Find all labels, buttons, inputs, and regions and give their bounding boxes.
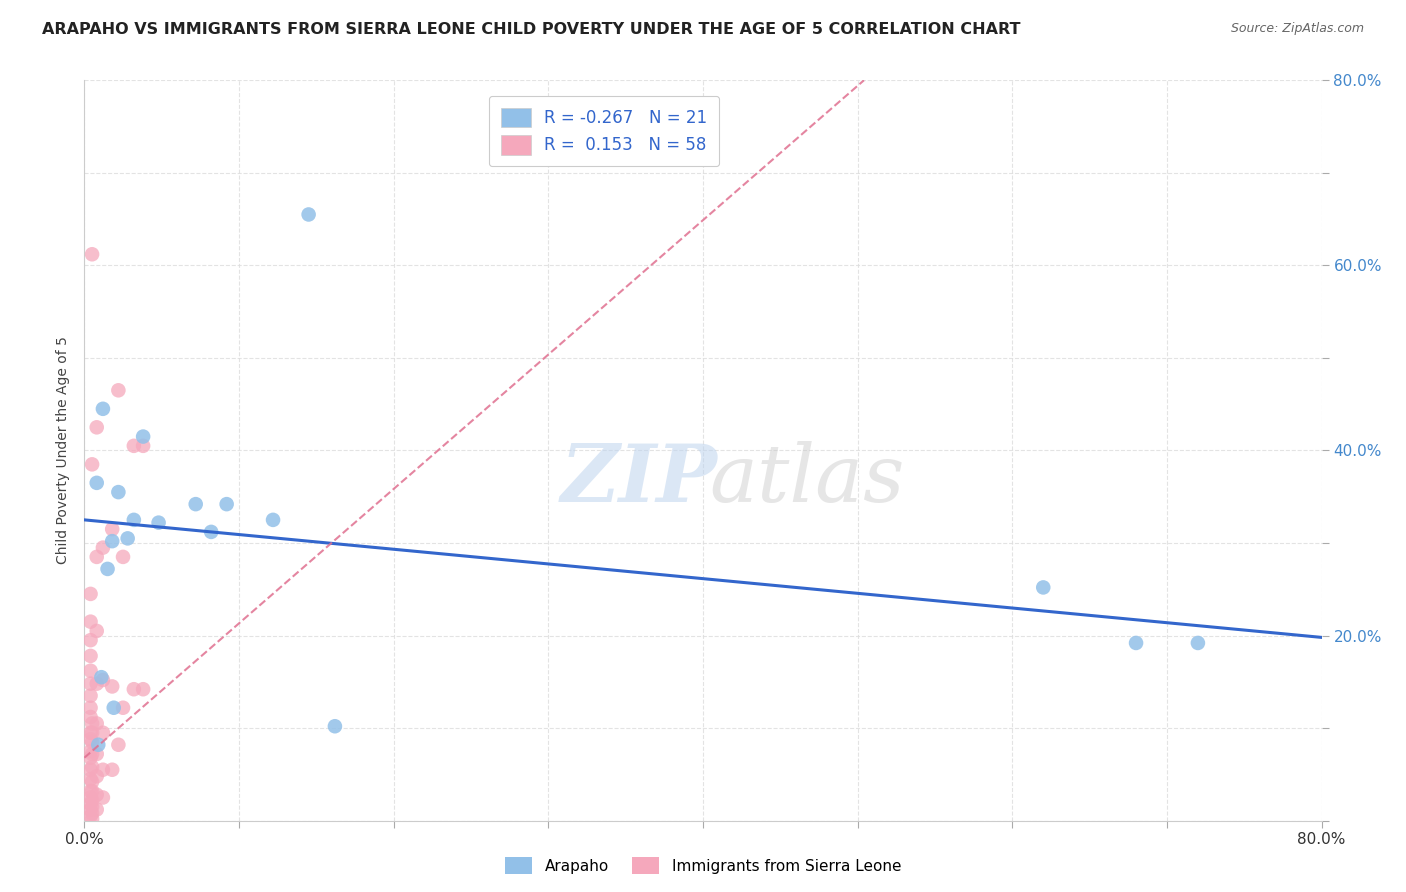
Point	[101, 534, 124, 549]
Point	[91, 763, 114, 777]
Point	[91, 790, 114, 805]
Point	[91, 401, 114, 416]
Point	[79, 587, 101, 601]
Text: atlas: atlas	[709, 442, 904, 519]
Point	[79, 689, 101, 703]
Point	[132, 682, 155, 697]
Point	[82, 716, 104, 731]
Point	[82, 793, 104, 807]
Y-axis label: Child Poverty Under the Age of 5: Child Poverty Under the Age of 5	[56, 336, 70, 565]
Point	[297, 207, 319, 221]
Point	[91, 673, 114, 687]
Point	[86, 475, 108, 490]
Point	[82, 760, 104, 774]
Point	[122, 513, 145, 527]
Text: ARAPAHO VS IMMIGRANTS FROM SIERRA LEONE CHILD POVERTY UNDER THE AGE OF 5 CORRELA: ARAPAHO VS IMMIGRANTS FROM SIERRA LEONE …	[42, 22, 1021, 37]
Point	[200, 524, 222, 539]
Point	[91, 541, 114, 555]
Point	[79, 700, 101, 714]
Point	[1032, 581, 1054, 595]
Point	[262, 513, 284, 527]
Point	[82, 735, 104, 749]
Legend: Arapaho, Immigrants from Sierra Leone: Arapaho, Immigrants from Sierra Leone	[499, 851, 907, 880]
Point	[117, 532, 139, 546]
Point	[79, 744, 101, 758]
Point	[82, 725, 104, 739]
Point	[122, 682, 145, 697]
Point	[107, 738, 129, 752]
Point	[82, 812, 104, 826]
Legend: R = -0.267   N = 21, R =  0.153   N = 58: R = -0.267 N = 21, R = 0.153 N = 58	[489, 96, 718, 166]
Point	[132, 429, 155, 443]
Point	[79, 725, 101, 739]
Point	[323, 719, 346, 733]
Point	[86, 803, 108, 817]
Point	[103, 700, 125, 714]
Point	[86, 420, 108, 434]
Point	[91, 725, 114, 739]
Text: Source: ZipAtlas.com: Source: ZipAtlas.com	[1230, 22, 1364, 36]
Point	[79, 615, 101, 629]
Point	[79, 648, 101, 663]
Point	[101, 522, 124, 536]
Point	[79, 664, 101, 678]
Point	[101, 763, 124, 777]
Point	[96, 562, 118, 576]
Point	[86, 624, 108, 638]
Point	[79, 790, 101, 805]
Point	[79, 809, 101, 823]
Point	[82, 799, 104, 814]
Point	[79, 710, 101, 724]
Point	[86, 549, 108, 564]
Point	[79, 676, 101, 690]
Point	[79, 803, 101, 817]
Point	[86, 769, 108, 783]
Point	[79, 750, 101, 764]
Point	[107, 384, 129, 398]
Point	[79, 732, 101, 747]
Point	[82, 806, 104, 821]
Point	[79, 633, 101, 648]
Point	[112, 549, 135, 564]
Point	[132, 439, 155, 453]
Point	[79, 772, 101, 786]
Point	[79, 784, 101, 798]
Point	[79, 797, 101, 811]
Point	[122, 439, 145, 453]
Point	[148, 516, 170, 530]
Point	[82, 774, 104, 789]
Point	[112, 700, 135, 714]
Text: ZIP: ZIP	[561, 442, 717, 519]
Point	[184, 497, 207, 511]
Point	[87, 738, 110, 752]
Point	[1187, 636, 1209, 650]
Point	[82, 784, 104, 798]
Point	[82, 247, 104, 261]
Point	[107, 485, 129, 500]
Point	[82, 458, 104, 472]
Point	[79, 763, 101, 777]
Point	[1125, 636, 1147, 650]
Point	[82, 747, 104, 761]
Point	[90, 670, 112, 684]
Point	[101, 680, 124, 694]
Point	[86, 716, 108, 731]
Point	[215, 497, 238, 511]
Point	[86, 747, 108, 761]
Point	[86, 676, 108, 690]
Point	[86, 788, 108, 802]
